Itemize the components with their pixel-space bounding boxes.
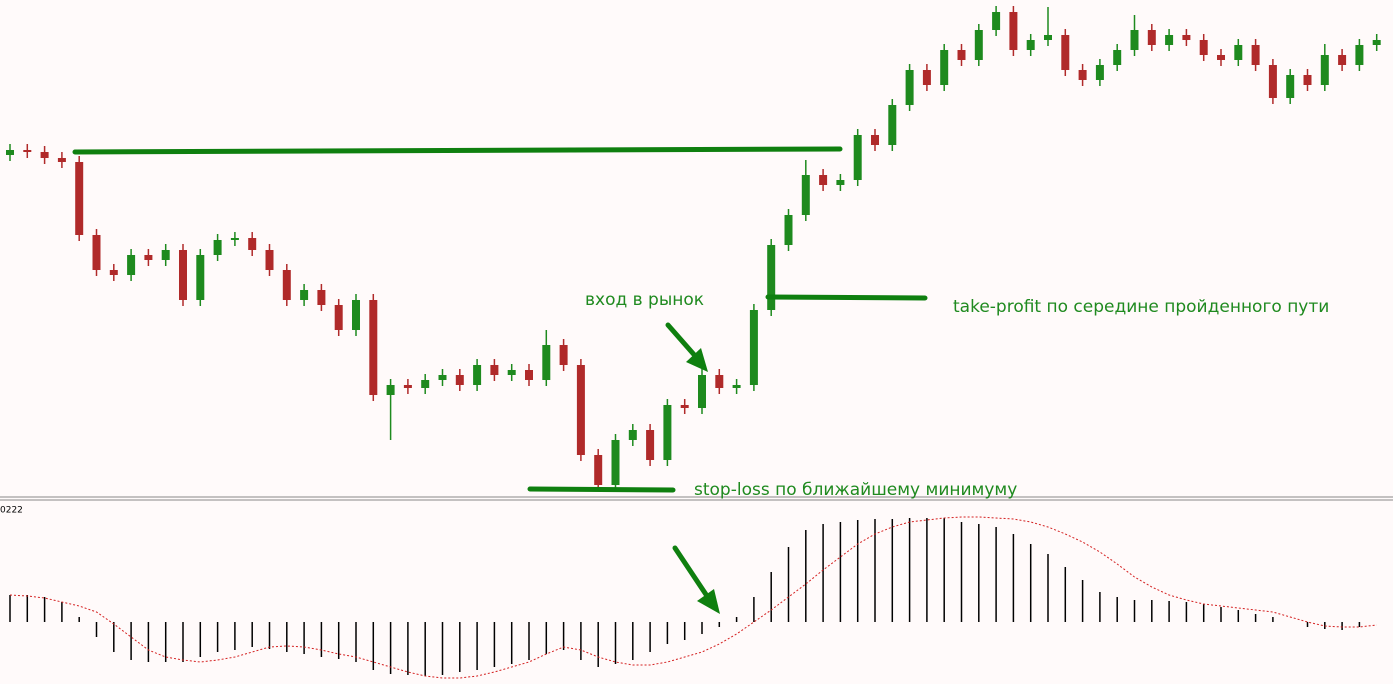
candle-body — [282, 270, 291, 300]
candle-body — [628, 430, 637, 440]
candle-body — [974, 30, 983, 60]
candle-body — [179, 250, 187, 300]
candle-body — [1286, 75, 1295, 98]
candle-body — [490, 365, 499, 375]
candle-body — [92, 235, 101, 270]
candle-body — [386, 385, 395, 395]
candle-body — [1182, 35, 1191, 40]
candle-body — [1078, 70, 1087, 80]
level-line — [72, 146, 843, 155]
candle-body — [352, 300, 360, 330]
candle-body — [369, 300, 378, 395]
candle-body — [1234, 45, 1243, 60]
candle-body — [265, 250, 274, 270]
candle-body — [1130, 30, 1139, 50]
candle-body — [888, 105, 897, 145]
indicator-pane — [9, 516, 1377, 679]
candle-body — [905, 70, 914, 105]
candle-body — [1355, 45, 1364, 65]
candle-body — [542, 345, 551, 380]
candle-body — [1147, 30, 1156, 45]
price-pane — [6, 6, 1381, 491]
candle-body — [559, 345, 568, 365]
candle-body — [594, 455, 603, 485]
candle-body — [57, 158, 66, 162]
candle-body — [1372, 40, 1381, 45]
candle-body — [663, 405, 672, 460]
candle-body — [213, 240, 222, 255]
take-profit-label: take-profit по середине пройденного пути — [953, 297, 1329, 317]
candle-body — [75, 162, 84, 235]
candle-body — [940, 50, 949, 85]
candle-body — [767, 245, 776, 310]
candle-body — [576, 365, 585, 455]
candle-body — [161, 250, 170, 260]
candle-body — [109, 270, 118, 275]
stop-loss-line — [527, 486, 676, 493]
signal-line — [9, 516, 1377, 679]
candle-body — [836, 180, 845, 185]
candle-body — [230, 238, 239, 240]
candle-body — [248, 238, 257, 250]
candle-body — [144, 255, 153, 260]
candle-body — [127, 255, 136, 275]
arrow-head — [697, 589, 720, 614]
arrow-shaft — [672, 545, 710, 599]
candle-body — [680, 405, 689, 408]
candle-body — [1009, 12, 1018, 50]
candle-body — [473, 365, 482, 385]
candle-body — [455, 375, 464, 385]
entry-label: вход в рынок — [585, 290, 704, 310]
candle-body — [1113, 50, 1122, 65]
candle-body — [715, 375, 724, 388]
arrow-shaft — [665, 322, 700, 361]
candle-body — [871, 135, 879, 145]
candle-body — [6, 150, 14, 155]
candle-body — [196, 255, 205, 300]
arrow-head — [686, 348, 708, 372]
candle-body — [334, 305, 343, 330]
candle-body — [300, 290, 309, 300]
candle-body — [957, 50, 966, 60]
candle-body — [992, 12, 1001, 30]
candle-body — [1044, 35, 1052, 40]
candle-body — [1165, 35, 1174, 45]
candle-body — [1217, 55, 1225, 60]
candle-body — [507, 370, 516, 375]
candle-body — [749, 310, 758, 385]
indicator-label: 0222 — [0, 506, 23, 516]
candle-body — [646, 430, 655, 460]
candle-body — [421, 380, 430, 388]
candle-body — [819, 175, 828, 185]
take-profit-line — [765, 294, 928, 301]
stop-loss-label: stop-loss по ближайшему минимуму — [694, 480, 1017, 500]
candle-body — [853, 135, 862, 180]
candle-body — [784, 215, 793, 245]
candle-body — [403, 385, 412, 388]
candle-body — [525, 370, 533, 380]
candle-body — [1320, 55, 1329, 85]
candle-body — [611, 440, 620, 485]
candle-body — [1303, 75, 1312, 85]
candle-body — [1338, 55, 1347, 65]
candle-body — [732, 385, 741, 388]
candle-body — [1026, 40, 1035, 50]
candle-body — [1095, 65, 1104, 80]
candle-body — [23, 150, 32, 152]
candle-body — [40, 152, 49, 158]
candle-body — [698, 375, 706, 408]
annotations — [72, 146, 928, 599]
candle-body — [922, 70, 931, 85]
candle-body — [1199, 40, 1208, 55]
candle-body — [1268, 65, 1277, 98]
candle-body — [317, 290, 326, 305]
candle-body — [801, 175, 810, 215]
candle-body — [438, 375, 447, 380]
candle-body — [1061, 35, 1070, 70]
candle-body — [1251, 45, 1260, 65]
